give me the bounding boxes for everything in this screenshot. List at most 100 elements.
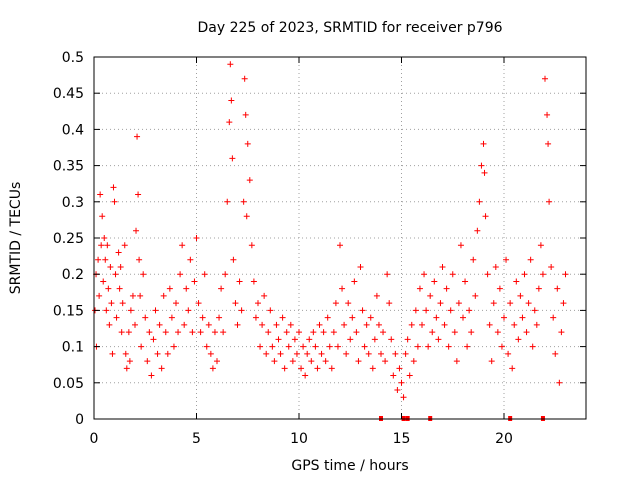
data-point	[122, 350, 129, 357]
data-point	[220, 329, 227, 336]
data-point	[273, 321, 280, 328]
data-point	[214, 358, 220, 365]
data-point	[136, 256, 143, 263]
y-tick-label: 0.45	[53, 86, 84, 102]
data-point	[515, 336, 522, 343]
data-point	[279, 314, 286, 321]
data-point	[429, 329, 436, 336]
data-point	[355, 358, 362, 365]
data-point	[476, 198, 483, 205]
data-point	[328, 365, 335, 372]
data-point	[302, 372, 309, 379]
data-point	[244, 140, 251, 147]
data-point	[318, 350, 325, 357]
data-point	[298, 365, 305, 372]
data-point	[170, 343, 177, 350]
data-point	[509, 365, 516, 372]
data-point	[115, 249, 122, 256]
data-point	[250, 278, 257, 285]
data-point	[523, 329, 530, 336]
data-point	[316, 321, 323, 328]
data-point	[447, 307, 454, 314]
data-point	[119, 300, 126, 307]
data-point	[554, 285, 561, 292]
data-point	[230, 256, 237, 263]
data-point	[431, 278, 438, 285]
y-tick-label: 0.3	[62, 195, 84, 211]
data-point	[138, 343, 145, 350]
data-point	[433, 314, 440, 321]
x-axis-label: GPS time / hours	[291, 458, 408, 474]
x-tick-label: 15	[393, 431, 411, 447]
data-point	[300, 343, 307, 350]
data-point	[134, 133, 141, 140]
data-point	[388, 336, 395, 343]
data-point	[179, 242, 186, 249]
data-point	[545, 140, 552, 147]
data-point	[269, 343, 276, 350]
data-point	[203, 343, 210, 350]
data-point	[144, 358, 151, 365]
data-point	[199, 314, 206, 321]
data-point	[369, 365, 376, 372]
data-point	[496, 285, 503, 292]
data-point	[185, 307, 192, 314]
data-point	[396, 365, 403, 372]
data-point	[166, 285, 173, 292]
data-point	[492, 263, 499, 270]
data-point	[99, 213, 106, 220]
data-point	[224, 198, 231, 205]
data-point	[339, 285, 346, 292]
data-point	[439, 263, 446, 270]
data-point	[558, 329, 565, 336]
y-tick-label: 0.5	[62, 50, 84, 66]
data-point	[529, 343, 536, 350]
data-point	[552, 350, 559, 357]
y-tick-label: 0.25	[53, 231, 84, 247]
data-point	[457, 242, 464, 249]
data-point	[343, 350, 350, 357]
data-point	[113, 314, 120, 321]
data-point	[146, 329, 153, 336]
data-point	[98, 242, 105, 249]
data-point	[460, 314, 466, 321]
data-point	[416, 285, 423, 292]
data-point	[353, 329, 360, 336]
data-point	[310, 329, 317, 336]
data-point	[111, 198, 118, 205]
data-point	[365, 350, 372, 357]
data-point	[466, 307, 473, 314]
data-point	[481, 169, 488, 176]
data-point	[129, 292, 136, 299]
data-point	[371, 336, 378, 343]
data-point	[95, 256, 102, 263]
data-point	[227, 61, 234, 68]
data-point	[519, 314, 526, 321]
data-point	[406, 372, 413, 379]
data-point	[478, 162, 485, 169]
data-point	[474, 227, 481, 234]
data-point	[322, 358, 329, 365]
data-point	[562, 271, 569, 278]
data-point	[154, 350, 161, 357]
data-point	[285, 343, 292, 350]
y-tick-label: 0.1	[62, 340, 84, 356]
data-point	[96, 292, 103, 299]
data-point	[150, 336, 157, 343]
data-point	[162, 329, 169, 336]
data-point	[421, 271, 428, 278]
data-point	[486, 321, 493, 328]
x-tick-label: 20	[495, 431, 513, 447]
data-point	[531, 307, 538, 314]
data-point	[435, 336, 442, 343]
data-point	[241, 75, 248, 82]
data-point	[392, 350, 399, 357]
data-point	[191, 278, 198, 285]
data-point	[158, 365, 165, 372]
data-point	[373, 292, 380, 299]
data-point	[367, 314, 374, 321]
data-point	[234, 321, 241, 328]
data-point	[236, 278, 243, 285]
data-point	[259, 321, 266, 328]
